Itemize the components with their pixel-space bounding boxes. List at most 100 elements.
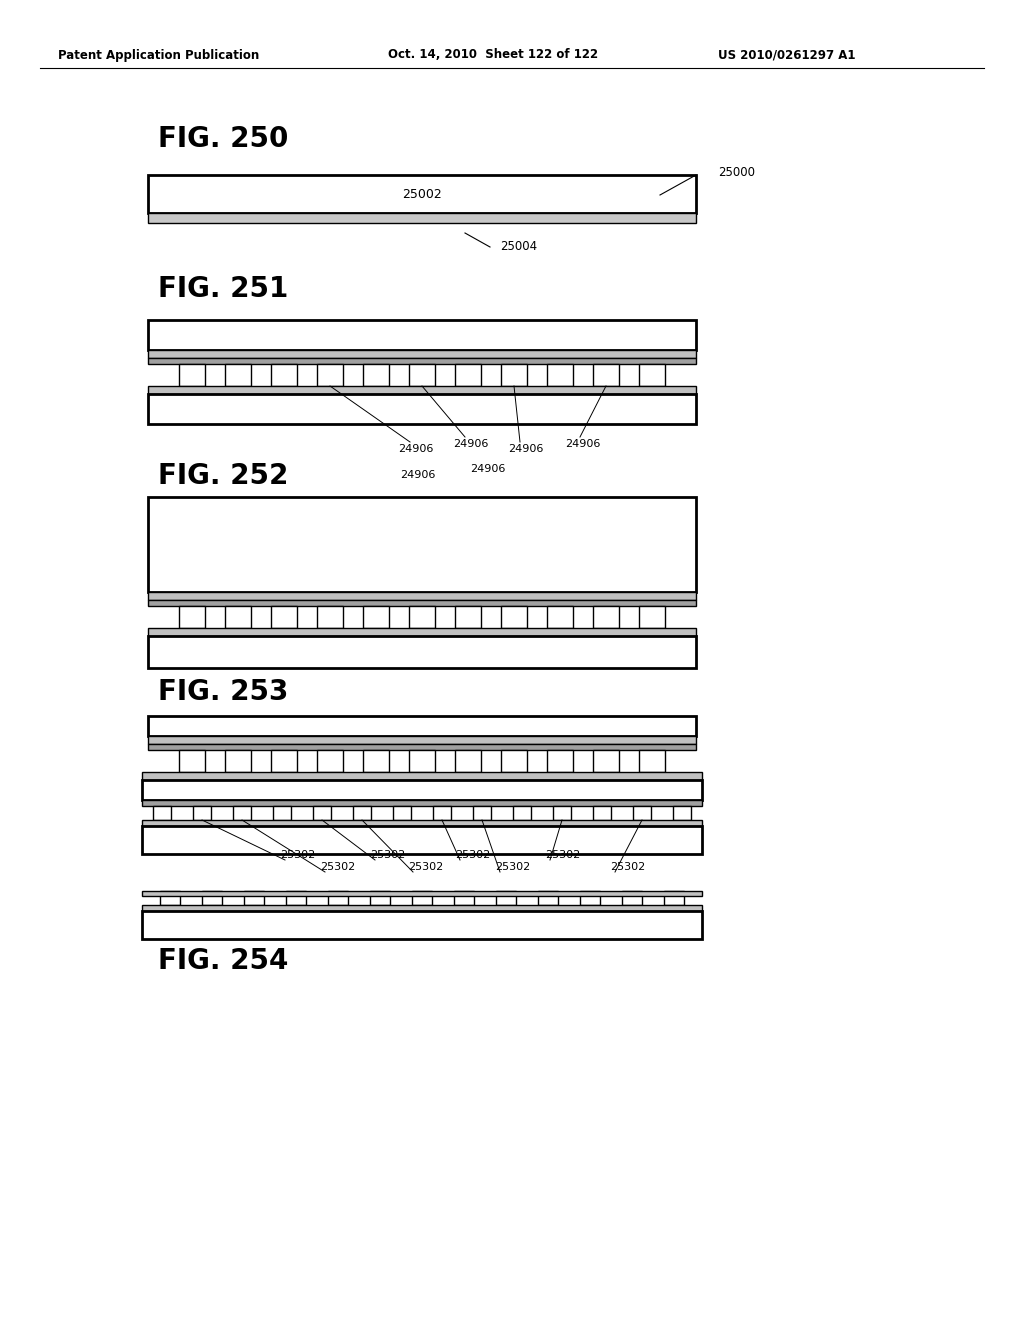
Bar bbox=[317, 364, 343, 385]
Text: 25302: 25302 bbox=[370, 850, 406, 861]
Bar bbox=[593, 750, 618, 772]
Bar bbox=[622, 891, 642, 906]
Bar bbox=[639, 606, 665, 628]
Text: FIG. 252: FIG. 252 bbox=[158, 462, 289, 490]
Bar bbox=[664, 891, 684, 906]
Bar bbox=[225, 750, 251, 772]
Bar bbox=[202, 891, 222, 906]
Bar bbox=[142, 906, 702, 911]
Text: Patent Application Publication: Patent Application Publication bbox=[58, 49, 259, 62]
Bar bbox=[225, 364, 251, 385]
Bar bbox=[193, 807, 211, 820]
Bar bbox=[501, 606, 527, 628]
Text: 24906: 24906 bbox=[508, 444, 544, 454]
Text: 25000: 25000 bbox=[718, 165, 755, 178]
Bar bbox=[313, 807, 331, 820]
Bar bbox=[271, 364, 297, 385]
Bar bbox=[225, 606, 251, 628]
Bar bbox=[639, 364, 665, 385]
Bar bbox=[673, 807, 691, 820]
Bar bbox=[142, 891, 702, 896]
Bar bbox=[142, 826, 702, 854]
Bar bbox=[553, 807, 571, 820]
Bar bbox=[513, 807, 531, 820]
Text: 24906: 24906 bbox=[565, 440, 600, 449]
Bar bbox=[148, 498, 696, 591]
Text: 25302: 25302 bbox=[319, 862, 355, 873]
Text: FIG. 250: FIG. 250 bbox=[158, 125, 289, 153]
Bar bbox=[317, 750, 343, 772]
Bar bbox=[179, 606, 205, 628]
Bar bbox=[148, 319, 696, 350]
Text: 24906: 24906 bbox=[400, 470, 435, 480]
Bar bbox=[148, 744, 696, 750]
Bar bbox=[148, 213, 696, 223]
Text: 24906: 24906 bbox=[470, 465, 506, 474]
Text: Oct. 14, 2010  Sheet 122 of 122: Oct. 14, 2010 Sheet 122 of 122 bbox=[388, 49, 598, 62]
Bar bbox=[160, 891, 180, 906]
Bar bbox=[593, 364, 618, 385]
Bar bbox=[538, 891, 558, 906]
Bar bbox=[639, 750, 665, 772]
Bar bbox=[409, 750, 435, 772]
Bar bbox=[547, 750, 573, 772]
Bar bbox=[317, 606, 343, 628]
Bar bbox=[148, 393, 696, 424]
Text: 24906: 24906 bbox=[453, 440, 488, 449]
Bar bbox=[409, 364, 435, 385]
Text: 25302: 25302 bbox=[545, 850, 581, 861]
Bar bbox=[362, 606, 389, 628]
Bar bbox=[496, 891, 516, 906]
Bar bbox=[633, 807, 651, 820]
Text: 25302: 25302 bbox=[495, 862, 530, 873]
Text: 24906: 24906 bbox=[398, 444, 433, 454]
Bar bbox=[593, 807, 611, 820]
Bar bbox=[142, 820, 702, 826]
Bar bbox=[148, 350, 696, 358]
Bar bbox=[412, 891, 432, 906]
Text: FIG. 253: FIG. 253 bbox=[158, 678, 289, 706]
Text: 25302: 25302 bbox=[408, 862, 443, 873]
Bar bbox=[353, 807, 371, 820]
Bar bbox=[153, 807, 171, 820]
Bar bbox=[148, 591, 696, 601]
Bar bbox=[433, 807, 451, 820]
Bar bbox=[501, 364, 527, 385]
Bar bbox=[455, 750, 481, 772]
Bar bbox=[148, 737, 696, 744]
Bar bbox=[273, 807, 291, 820]
Bar bbox=[148, 636, 696, 668]
Bar bbox=[142, 780, 702, 800]
Bar bbox=[393, 807, 411, 820]
Bar bbox=[454, 891, 474, 906]
Bar bbox=[271, 606, 297, 628]
Bar bbox=[455, 364, 481, 385]
Bar bbox=[179, 750, 205, 772]
Bar bbox=[409, 606, 435, 628]
Bar bbox=[148, 385, 696, 393]
Text: US 2010/0261297 A1: US 2010/0261297 A1 bbox=[718, 49, 855, 62]
Bar bbox=[370, 891, 390, 906]
Text: 25302: 25302 bbox=[610, 862, 645, 873]
Bar bbox=[142, 800, 702, 807]
Bar bbox=[142, 911, 702, 939]
Bar bbox=[547, 364, 573, 385]
Bar bbox=[142, 772, 702, 780]
Bar bbox=[593, 606, 618, 628]
Bar bbox=[362, 364, 389, 385]
Bar bbox=[244, 891, 264, 906]
Bar bbox=[148, 601, 696, 606]
Bar bbox=[455, 606, 481, 628]
Bar bbox=[362, 750, 389, 772]
Text: 25002: 25002 bbox=[402, 187, 442, 201]
Bar bbox=[271, 750, 297, 772]
Bar bbox=[580, 891, 600, 906]
Bar bbox=[328, 891, 348, 906]
Bar bbox=[148, 176, 696, 213]
Bar bbox=[148, 628, 696, 636]
Bar bbox=[179, 364, 205, 385]
Text: 25004: 25004 bbox=[500, 240, 538, 253]
Text: 25302: 25302 bbox=[280, 850, 315, 861]
Bar bbox=[148, 358, 696, 364]
Bar bbox=[547, 606, 573, 628]
